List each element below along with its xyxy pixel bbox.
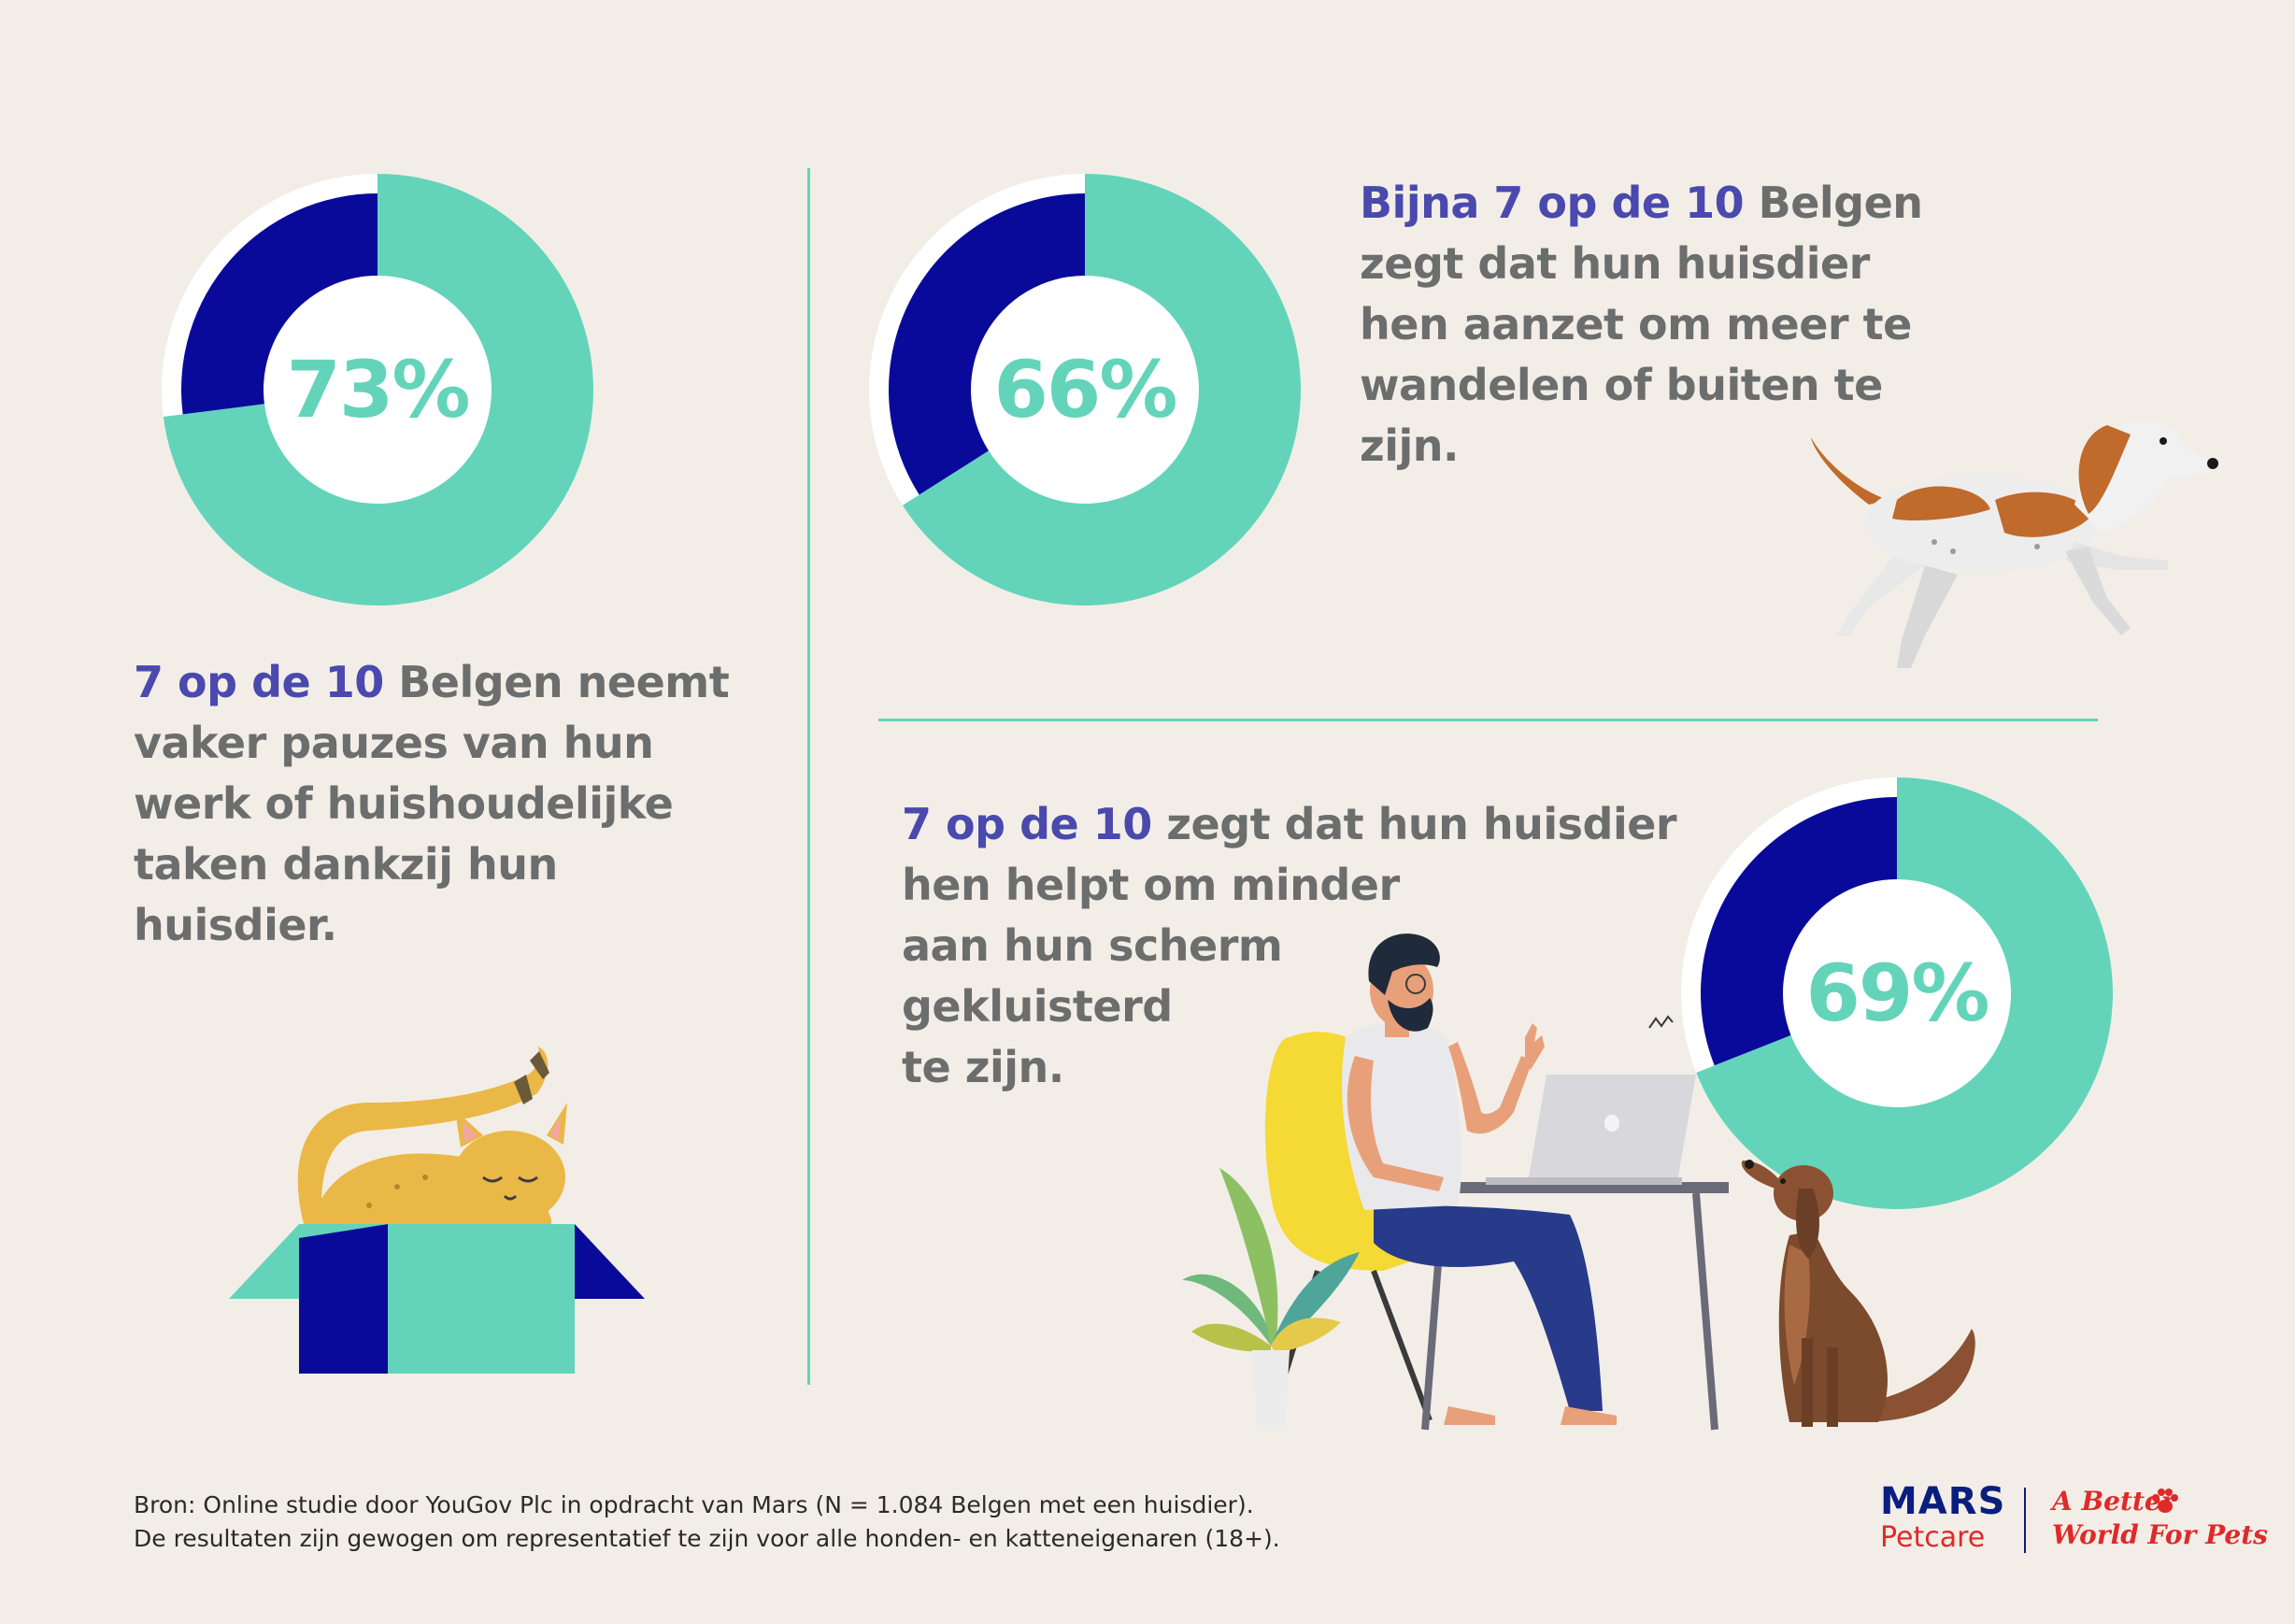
- percent-label: 73%: [286, 344, 470, 435]
- donut-value-segment: [902, 174, 1301, 605]
- percent-label: 66%: [993, 344, 1177, 435]
- potted-plant-illustration: [1182, 1168, 1360, 1430]
- sitting-dog-illustration: [1741, 1160, 1975, 1427]
- stat-line: Belgen neemt: [383, 657, 730, 707]
- mars-petcare-logo: MARS Petcare: [1880, 1481, 2005, 1554]
- stat-line: werk of huishoudelijke: [134, 778, 674, 829]
- donut-graphic: [869, 174, 1301, 605]
- donut-chart-66: 66%: [869, 174, 1301, 605]
- percent-label: 69%: [1805, 947, 1989, 1039]
- stat-line: aan hun scherm: [902, 920, 1283, 971]
- logo-sub: Petcare: [1880, 1521, 1986, 1554]
- stat-line: huisdier.: [134, 900, 337, 950]
- donut-remainder-segment: [1701, 797, 1897, 1066]
- stat-highlight: 7 op de 10: [134, 657, 384, 707]
- stat-screen: 7 op de 10 zegt dat hun huisdier hen hel…: [902, 794, 1724, 1098]
- donut-remainder-segment: [889, 193, 1085, 495]
- stat-line: gekluisterd: [902, 981, 1173, 1032]
- stat-line: taken dankzij hun: [134, 839, 558, 890]
- stat-line: vaker pauzes van hun: [134, 718, 654, 768]
- tagline-line: World For Pets: [2052, 1519, 2268, 1550]
- stat-line: hen aanzet om meer te: [1360, 299, 1912, 349]
- source-line: De resultaten zijn gewogen om representa…: [134, 1525, 1280, 1552]
- logo-brand: MARS: [1880, 1480, 2006, 1523]
- cat-in-box-illustration: [229, 1047, 645, 1374]
- donut-remainder-segment: [181, 193, 378, 415]
- stat-highlight: Bijna 7 op de 10: [1360, 178, 1745, 228]
- tagline-logo: A Better World For Pets: [2052, 1485, 2268, 1552]
- paw-icon: [2152, 1489, 2178, 1513]
- stat-line: hen helpt om minder: [902, 860, 1400, 910]
- stat-line: Belgen: [1744, 178, 1923, 228]
- man-at-laptop-illustration: [1264, 933, 1729, 1431]
- running-dog-illustration: [1811, 420, 2218, 668]
- stat-line: wandelen of buiten te: [1360, 360, 1883, 410]
- source-note: Bron: Online studie door YouGov Plc in o…: [134, 1489, 1280, 1556]
- donut-chart-73: 73%: [162, 174, 593, 605]
- stat-line: te zijn.: [902, 1042, 1064, 1092]
- stat-line: zegt dat hun huisdier: [1151, 799, 1677, 849]
- stat-walking: Bijna 7 op de 10 Belgen zegt dat hun hui…: [1360, 173, 2014, 477]
- logo-divider: [2024, 1488, 2026, 1553]
- donut-chart-69: 69%: [1681, 777, 2113, 1209]
- stat-line: zegt dat hun huisdier: [1360, 238, 1870, 289]
- donut-graphic: [162, 174, 593, 605]
- stat-breaks: 7 op de 10 Belgen neemt vaker pauzes van…: [134, 652, 788, 956]
- stat-line: zijn.: [1360, 420, 1460, 471]
- donut-value-segment: [1696, 777, 2113, 1209]
- horizontal-divider: [878, 719, 2098, 721]
- donut-graphic: [1681, 777, 2113, 1209]
- donut-value-segment: [163, 174, 593, 605]
- vertical-divider: [807, 168, 810, 1385]
- source-line: Bron: Online studie door YouGov Plc in o…: [134, 1491, 1254, 1518]
- stat-highlight: 7 op de 10: [902, 799, 1152, 849]
